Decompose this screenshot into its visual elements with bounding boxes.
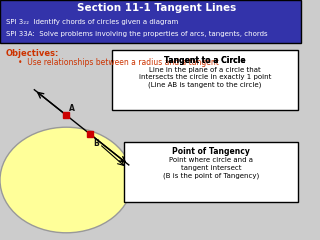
FancyBboxPatch shape xyxy=(112,50,299,110)
Text: Tangent to a Circle: Tangent to a Circle xyxy=(164,56,246,65)
Text: tangent intersect: tangent intersect xyxy=(181,165,241,171)
Text: (B is the point of Tangency): (B is the point of Tangency) xyxy=(163,172,259,179)
FancyBboxPatch shape xyxy=(0,0,301,43)
Text: SPI 33A:  Solve problems involving the properties of arcs, tangents, chords: SPI 33A: Solve problems involving the pr… xyxy=(6,30,268,36)
Text: Objectives:: Objectives: xyxy=(6,49,60,59)
Text: Point where circle and a: Point where circle and a xyxy=(169,157,253,163)
Text: •  Use relationships between a radius and a tangent: • Use relationships between a radius and… xyxy=(18,58,219,67)
Circle shape xyxy=(0,127,132,233)
FancyBboxPatch shape xyxy=(124,142,299,202)
Text: intersects the circle in exactly 1 point: intersects the circle in exactly 1 point xyxy=(139,74,271,80)
Text: Point of Tangency: Point of Tangency xyxy=(172,147,250,156)
Text: Tangent to a Circle: Tangent to a Circle xyxy=(164,56,246,65)
Text: A: A xyxy=(69,104,75,113)
Text: B: B xyxy=(93,139,99,148)
Text: Line in the plane of a circle that: Line in the plane of a circle that xyxy=(149,67,261,73)
Text: (Line AB is tangent to the circle): (Line AB is tangent to the circle) xyxy=(148,82,262,88)
Text: SPI 3₂₂  Identify chords of circles given a diagram: SPI 3₂₂ Identify chords of circles given… xyxy=(6,19,178,25)
Text: Section 11-1 Tangent Lines: Section 11-1 Tangent Lines xyxy=(77,3,236,13)
